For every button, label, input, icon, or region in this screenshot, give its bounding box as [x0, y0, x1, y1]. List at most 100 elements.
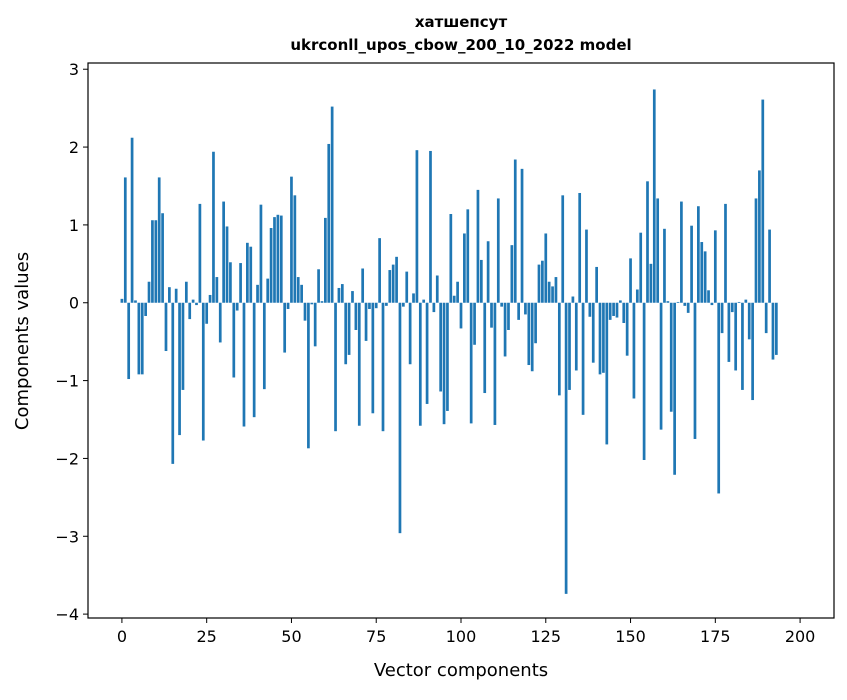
- bar: [449, 214, 453, 303]
- bar: [754, 198, 758, 303]
- bar: [225, 226, 229, 303]
- bar: [534, 302, 537, 344]
- bar: [327, 143, 331, 303]
- bar: [242, 302, 246, 427]
- bar: [273, 217, 276, 303]
- bar: [127, 302, 131, 380]
- bar: [632, 302, 636, 399]
- bar: [717, 302, 721, 494]
- bar: [232, 302, 236, 378]
- bar: [737, 301, 741, 303]
- bar: [259, 204, 263, 303]
- bar: [144, 302, 147, 316]
- bar: [422, 299, 426, 303]
- bar: [629, 258, 632, 303]
- bar: [727, 302, 731, 362]
- bar: [697, 206, 700, 303]
- bar: [463, 233, 466, 303]
- bar: [249, 246, 253, 303]
- bar: [371, 302, 375, 414]
- bar: [246, 242, 249, 303]
- bar: [208, 294, 212, 303]
- y-tick-label: 2: [69, 138, 79, 157]
- bar: [317, 269, 320, 303]
- bar: [171, 302, 175, 464]
- bar: [680, 201, 683, 303]
- bar: [201, 302, 205, 441]
- bar: [205, 302, 209, 324]
- bar: [771, 302, 775, 360]
- bar: [741, 302, 744, 390]
- bar: [700, 242, 704, 303]
- bar: [418, 302, 422, 426]
- x-tick-label: 50: [281, 627, 301, 646]
- bar: [656, 198, 660, 303]
- chart-subtitle: ukrconll_upos_cbow_200_10_2022 model: [290, 36, 631, 54]
- bar: [730, 302, 734, 313]
- bar: [466, 209, 470, 303]
- bar: [330, 106, 334, 303]
- y-tick-label: 3: [69, 60, 79, 79]
- bar: [307, 302, 310, 449]
- bar: [578, 192, 582, 303]
- bar: [486, 241, 490, 303]
- bar: [612, 302, 615, 316]
- bar: [354, 302, 358, 330]
- bar: [378, 238, 381, 303]
- bar: [588, 302, 592, 317]
- bar: [161, 213, 164, 303]
- y-tick-label: −1: [55, 372, 79, 391]
- y-axis: −4 −3 −2 −1 0 1 2 3: [55, 60, 88, 624]
- bar: [496, 198, 500, 303]
- x-axis-label: Vector components: [374, 660, 548, 681]
- bar: [693, 302, 697, 439]
- chart-title: хатшепсут: [415, 13, 508, 31]
- bar: [459, 302, 463, 329]
- bar: [561, 195, 565, 303]
- bar: [551, 286, 554, 303]
- bar: [649, 263, 653, 303]
- y-tick-label: −4: [55, 605, 79, 624]
- bar: [229, 262, 232, 303]
- bar: [456, 281, 459, 303]
- y-tick-label: −2: [55, 449, 79, 468]
- bar: [181, 302, 185, 390]
- bar: [520, 168, 524, 303]
- bar: [673, 302, 676, 475]
- bar: [198, 203, 202, 303]
- bar: [595, 266, 598, 303]
- bar: [147, 281, 151, 303]
- bar: [337, 287, 341, 303]
- bar: [574, 302, 578, 371]
- bar: [568, 302, 571, 390]
- bar: [452, 295, 456, 303]
- bar: [625, 302, 629, 356]
- bar: [724, 203, 727, 303]
- bar: [479, 259, 483, 303]
- bar: [581, 302, 585, 415]
- bar: [320, 301, 324, 303]
- x-tick-label: 75: [366, 627, 386, 646]
- bar: [666, 301, 670, 303]
- bar: [761, 99, 765, 303]
- bar: [313, 302, 317, 347]
- bar: [747, 302, 751, 340]
- bar: [557, 302, 561, 396]
- bar: [334, 302, 337, 432]
- bar: [368, 302, 371, 309]
- bar: [690, 225, 693, 303]
- bar: [707, 290, 710, 303]
- bar: [364, 302, 368, 341]
- bar: [385, 302, 388, 306]
- bar: [775, 302, 778, 355]
- bar: [510, 245, 514, 303]
- bar: [527, 302, 531, 366]
- bar: [235, 302, 239, 311]
- y-tick-label: 1: [69, 216, 79, 235]
- bar: [130, 137, 134, 303]
- bar: [619, 300, 622, 303]
- bar: [493, 302, 497, 425]
- bar: [262, 302, 266, 390]
- bar: [439, 302, 443, 392]
- bar: [513, 159, 517, 303]
